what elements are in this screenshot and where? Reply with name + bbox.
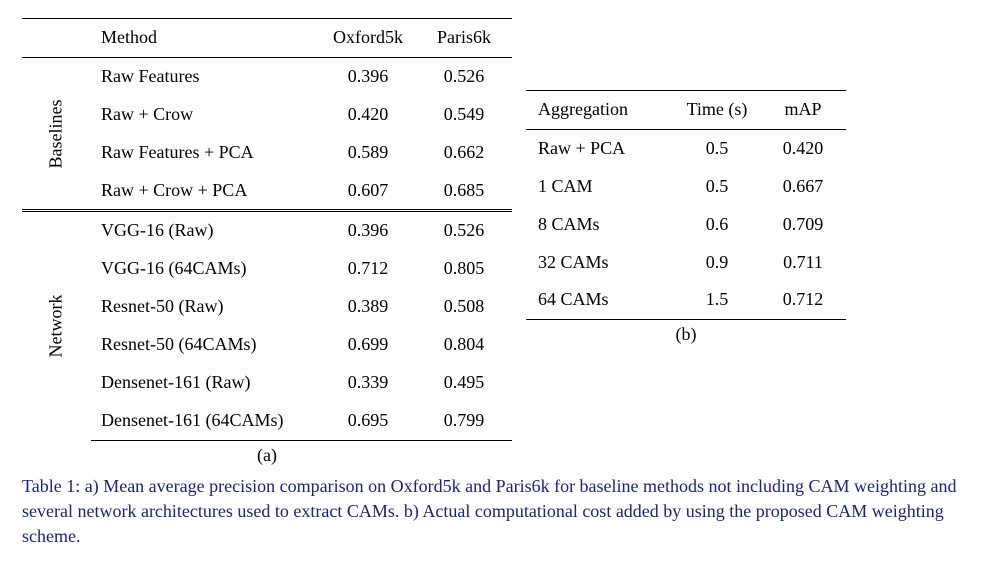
- table-row: Baselines Raw Features 0.396 0.526: [22, 57, 512, 95]
- cell-time: 0.5: [674, 168, 760, 206]
- cell-time: 0.5: [674, 129, 760, 167]
- table-row: Densenet-161 (Raw) 0.339 0.495: [22, 364, 512, 402]
- cell-method: VGG-16 (Raw): [91, 211, 320, 250]
- tableb-body: Raw + PCA 0.5 0.420 1 CAM 0.5 0.667 8 CA…: [526, 129, 846, 319]
- cell-method: Densenet-161 (Raw): [91, 364, 320, 402]
- tableb-sublabel: (b): [676, 320, 697, 345]
- cell-method: Raw + Crow + PCA: [91, 172, 320, 211]
- table-row: Densenet-161 (64CAMs) 0.695 0.799: [22, 402, 512, 440]
- cell-method: Densenet-161 (64CAMs): [91, 402, 320, 440]
- col-paris6k: Paris6k: [416, 19, 512, 58]
- group-label-network-text: Network: [43, 295, 71, 358]
- table-row: Raw + Crow 0.420 0.549: [22, 96, 512, 134]
- table-row: Resnet-50 (64CAMs) 0.699 0.804: [22, 326, 512, 364]
- cell-pa: 0.526: [416, 57, 512, 95]
- table-b-container: Aggregation Time (s) mAP Raw + PCA 0.5 0…: [526, 18, 846, 345]
- cell-ox: 0.339: [320, 364, 416, 402]
- cell-time: 1.5: [674, 281, 760, 319]
- cell-pa: 0.804: [416, 326, 512, 364]
- tableb-header-row: Aggregation Time (s) mAP: [526, 91, 846, 130]
- cell-pa: 0.526: [416, 211, 512, 250]
- table-row: Raw + Crow + PCA 0.607 0.685: [22, 172, 512, 211]
- cell-pa: 0.805: [416, 250, 512, 288]
- tablea-network-body: Network VGG-16 (Raw) 0.396 0.526 VGG-16 …: [22, 211, 512, 440]
- cell-map: 0.712: [760, 281, 846, 319]
- cell-method: Raw Features + PCA: [91, 134, 320, 172]
- cell-method: Resnet-50 (64CAMs): [91, 326, 320, 364]
- table-row: Network VGG-16 (Raw) 0.396 0.526: [22, 211, 512, 250]
- col-method: Method: [91, 19, 320, 58]
- cell-method: Raw + Crow: [91, 96, 320, 134]
- table-b: Aggregation Time (s) mAP Raw + PCA 0.5 0…: [526, 90, 846, 320]
- table-row: Resnet-50 (Raw) 0.389 0.508: [22, 288, 512, 326]
- cell-map: 0.709: [760, 206, 846, 244]
- cell-pa: 0.799: [416, 402, 512, 440]
- cell-ox: 0.396: [320, 211, 416, 250]
- cell-agg: 64 CAMs: [526, 281, 674, 319]
- tablea-baselines-body: Baselines Raw Features 0.396 0.526 Raw +…: [22, 57, 512, 211]
- cell-ox: 0.589: [320, 134, 416, 172]
- table-row: Raw + PCA 0.5 0.420: [526, 129, 846, 167]
- table-a-container: Method Oxford5k Paris6k Baselines Raw Fe…: [22, 18, 512, 466]
- col-time: Time (s): [674, 91, 760, 130]
- cell-agg: Raw + PCA: [526, 129, 674, 167]
- cell-method: Raw Features: [91, 57, 320, 95]
- cell-ox: 0.699: [320, 326, 416, 364]
- cell-pa: 0.685: [416, 172, 512, 211]
- cell-method: Resnet-50 (Raw): [91, 288, 320, 326]
- cell-agg: 32 CAMs: [526, 244, 674, 282]
- table-a: Method Oxford5k Paris6k Baselines Raw Fe…: [22, 18, 512, 441]
- tablea-header-row: Method Oxford5k Paris6k: [22, 19, 512, 58]
- col-aggregation: Aggregation: [526, 91, 674, 130]
- cell-map: 0.420: [760, 129, 846, 167]
- table-row: 8 CAMs 0.6 0.709: [526, 206, 846, 244]
- table-row: 1 CAM 0.5 0.667: [526, 168, 846, 206]
- tablea-corner-blank: [22, 19, 91, 58]
- cell-ox: 0.420: [320, 96, 416, 134]
- cell-ox: 0.607: [320, 172, 416, 211]
- cell-ox: 0.389: [320, 288, 416, 326]
- cell-map: 0.667: [760, 168, 846, 206]
- cell-agg: 1 CAM: [526, 168, 674, 206]
- tablea-sublabel: (a): [257, 441, 277, 466]
- cell-pa: 0.662: [416, 134, 512, 172]
- cell-pa: 0.495: [416, 364, 512, 402]
- cell-ox: 0.396: [320, 57, 416, 95]
- caption-text: a) Mean average precision comparison on …: [22, 476, 957, 546]
- caption-label: Table 1:: [22, 476, 80, 496]
- table-row: VGG-16 (64CAMs) 0.712 0.805: [22, 250, 512, 288]
- col-map: mAP: [760, 91, 846, 130]
- cell-pa: 0.549: [416, 96, 512, 134]
- cell-ox: 0.712: [320, 250, 416, 288]
- cell-map: 0.711: [760, 244, 846, 282]
- cell-time: 0.9: [674, 244, 760, 282]
- group-label-baselines-text: Baselines: [43, 99, 71, 168]
- cell-time: 0.6: [674, 206, 760, 244]
- table-caption: Table 1: a) Mean average precision compa…: [22, 474, 972, 550]
- group-label-network: Network: [22, 211, 91, 440]
- cell-method: VGG-16 (64CAMs): [91, 250, 320, 288]
- cell-ox: 0.695: [320, 402, 416, 440]
- table-row: Raw Features + PCA 0.589 0.662: [22, 134, 512, 172]
- table-row: 64 CAMs 1.5 0.712: [526, 281, 846, 319]
- col-oxford5k: Oxford5k: [320, 19, 416, 58]
- group-label-baselines: Baselines: [22, 57, 91, 211]
- tables-row: Method Oxford5k Paris6k Baselines Raw Fe…: [22, 18, 972, 466]
- cell-pa: 0.508: [416, 288, 512, 326]
- table-row: 32 CAMs 0.9 0.711: [526, 244, 846, 282]
- cell-agg: 8 CAMs: [526, 206, 674, 244]
